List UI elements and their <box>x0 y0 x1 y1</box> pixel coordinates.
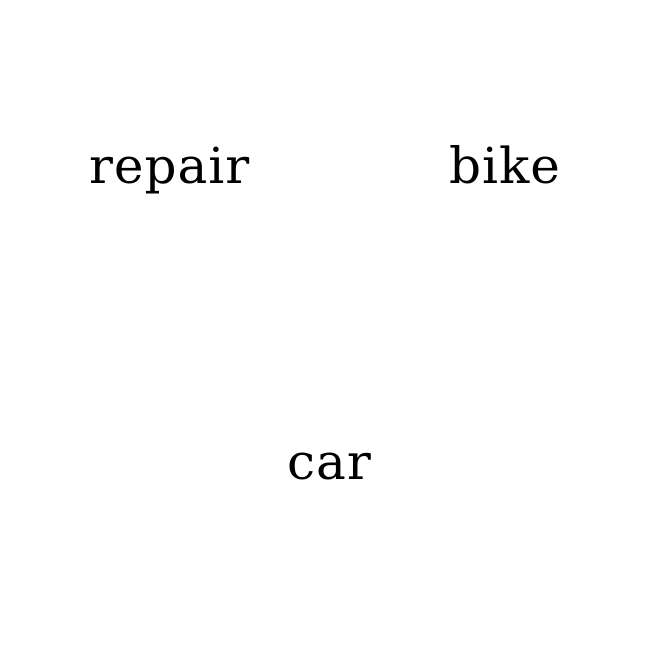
word-car: car <box>287 433 372 491</box>
word-bike: bike <box>449 137 561 195</box>
word-repair: repair <box>89 137 251 195</box>
